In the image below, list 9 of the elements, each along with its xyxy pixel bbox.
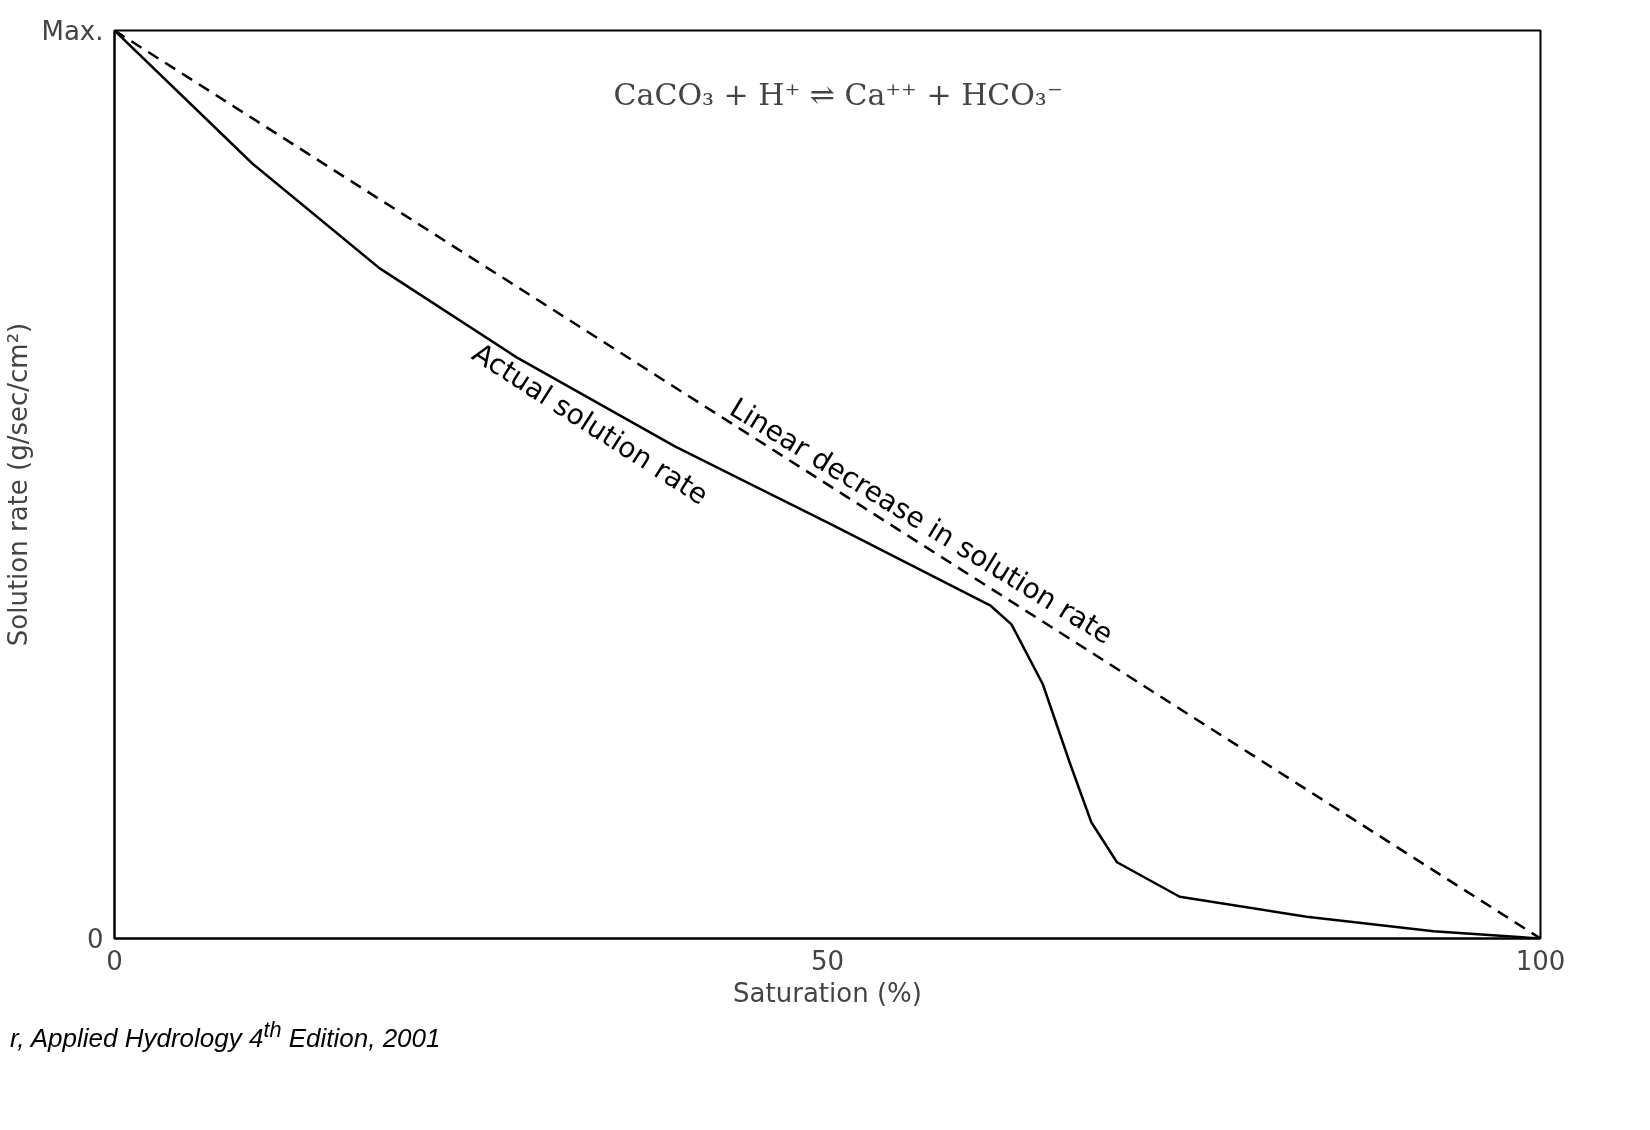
x-axis-title: Saturation (%) [733,977,922,1008]
text: 0 [86,923,104,954]
x-tick-label: 100 [1515,945,1566,976]
text: r, Applied Hydrology 4$^{th}$ Edition, 2001 [10,1016,441,1055]
x-tick-label: 0 [106,945,123,976]
text: Max. [41,15,104,46]
x-tick-label: 50 [810,945,845,976]
annotation: CaCO₃ + H⁺ ⇌ Ca⁺⁺ + HCO₃⁻ [613,76,1063,112]
y-axis-title: Solution rate (g/sec/cm²) [3,322,34,647]
